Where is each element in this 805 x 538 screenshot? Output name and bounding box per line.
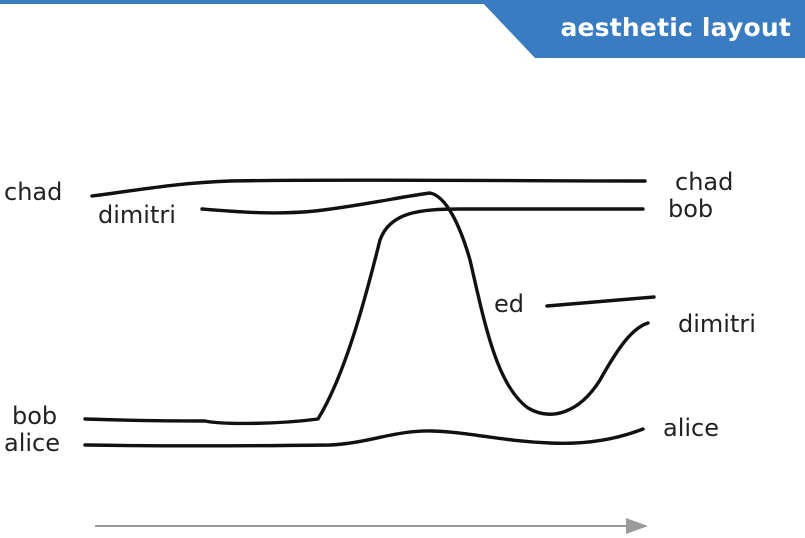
- strand-dimitri: [200, 191, 650, 416]
- title-banner: [480, 0, 805, 58]
- left-label-dimitri: dimitri: [98, 201, 176, 229]
- left-label-alice: alice: [4, 429, 60, 457]
- strand-ed: [545, 295, 656, 308]
- strand-bob: [83, 207, 645, 426]
- strand-alice: [83, 427, 645, 448]
- right-label-alice: alice: [663, 414, 719, 442]
- slide-title: aesthetic layout: [560, 13, 791, 42]
- strand-chad: [90, 178, 647, 198]
- right-label-chad: chad: [675, 168, 733, 196]
- top-rule: [0, 0, 805, 4]
- left-label-bob: bob: [12, 402, 57, 430]
- mid-label-ed: ed: [494, 290, 524, 318]
- right-label-bob: bob: [668, 195, 713, 223]
- left-label-chad: chad: [4, 178, 62, 206]
- right-label-dimitri: dimitri: [678, 310, 756, 338]
